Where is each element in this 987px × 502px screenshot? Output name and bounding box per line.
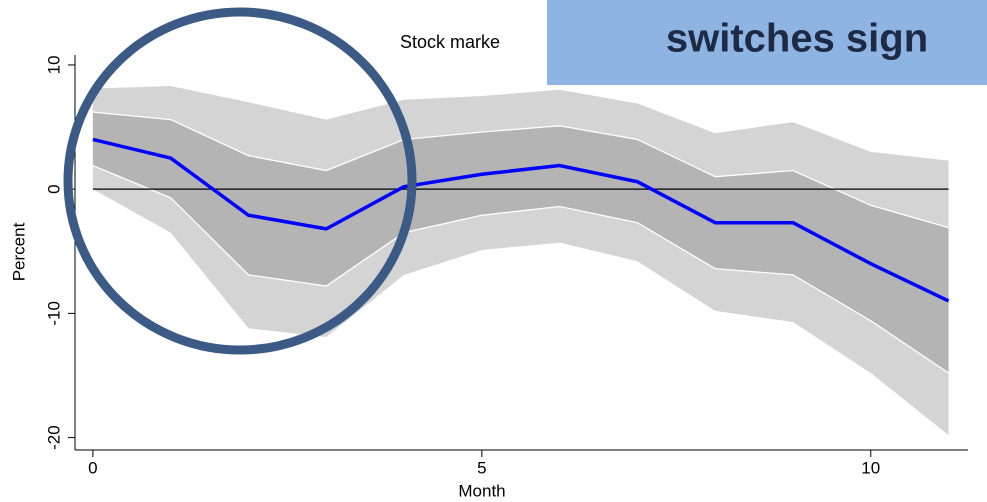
callout-box xyxy=(547,0,987,85)
y-tick-label: -20 xyxy=(44,425,63,450)
plot-area: 10 0 -10 -20 0 5 10 xyxy=(44,55,968,477)
y-tick-label: 0 xyxy=(44,184,63,193)
band-edge xyxy=(92,164,949,374)
confidence-band xyxy=(92,112,949,373)
highlight-circle xyxy=(63,7,417,355)
y-axis-label: Percent xyxy=(9,222,28,281)
band-edge xyxy=(92,111,949,229)
chart-title: Stock marke xyxy=(400,32,500,52)
y-tick-label: 10 xyxy=(44,55,63,74)
callout-text: switches sign xyxy=(666,17,928,61)
x-tick-label: 5 xyxy=(477,458,486,477)
x-tick-label: 10 xyxy=(861,458,880,477)
x-axis-label: Month xyxy=(458,481,505,500)
line-series xyxy=(92,137,950,303)
y-tick-label: -10 xyxy=(44,301,63,326)
x-tick-label: 0 xyxy=(88,458,97,477)
